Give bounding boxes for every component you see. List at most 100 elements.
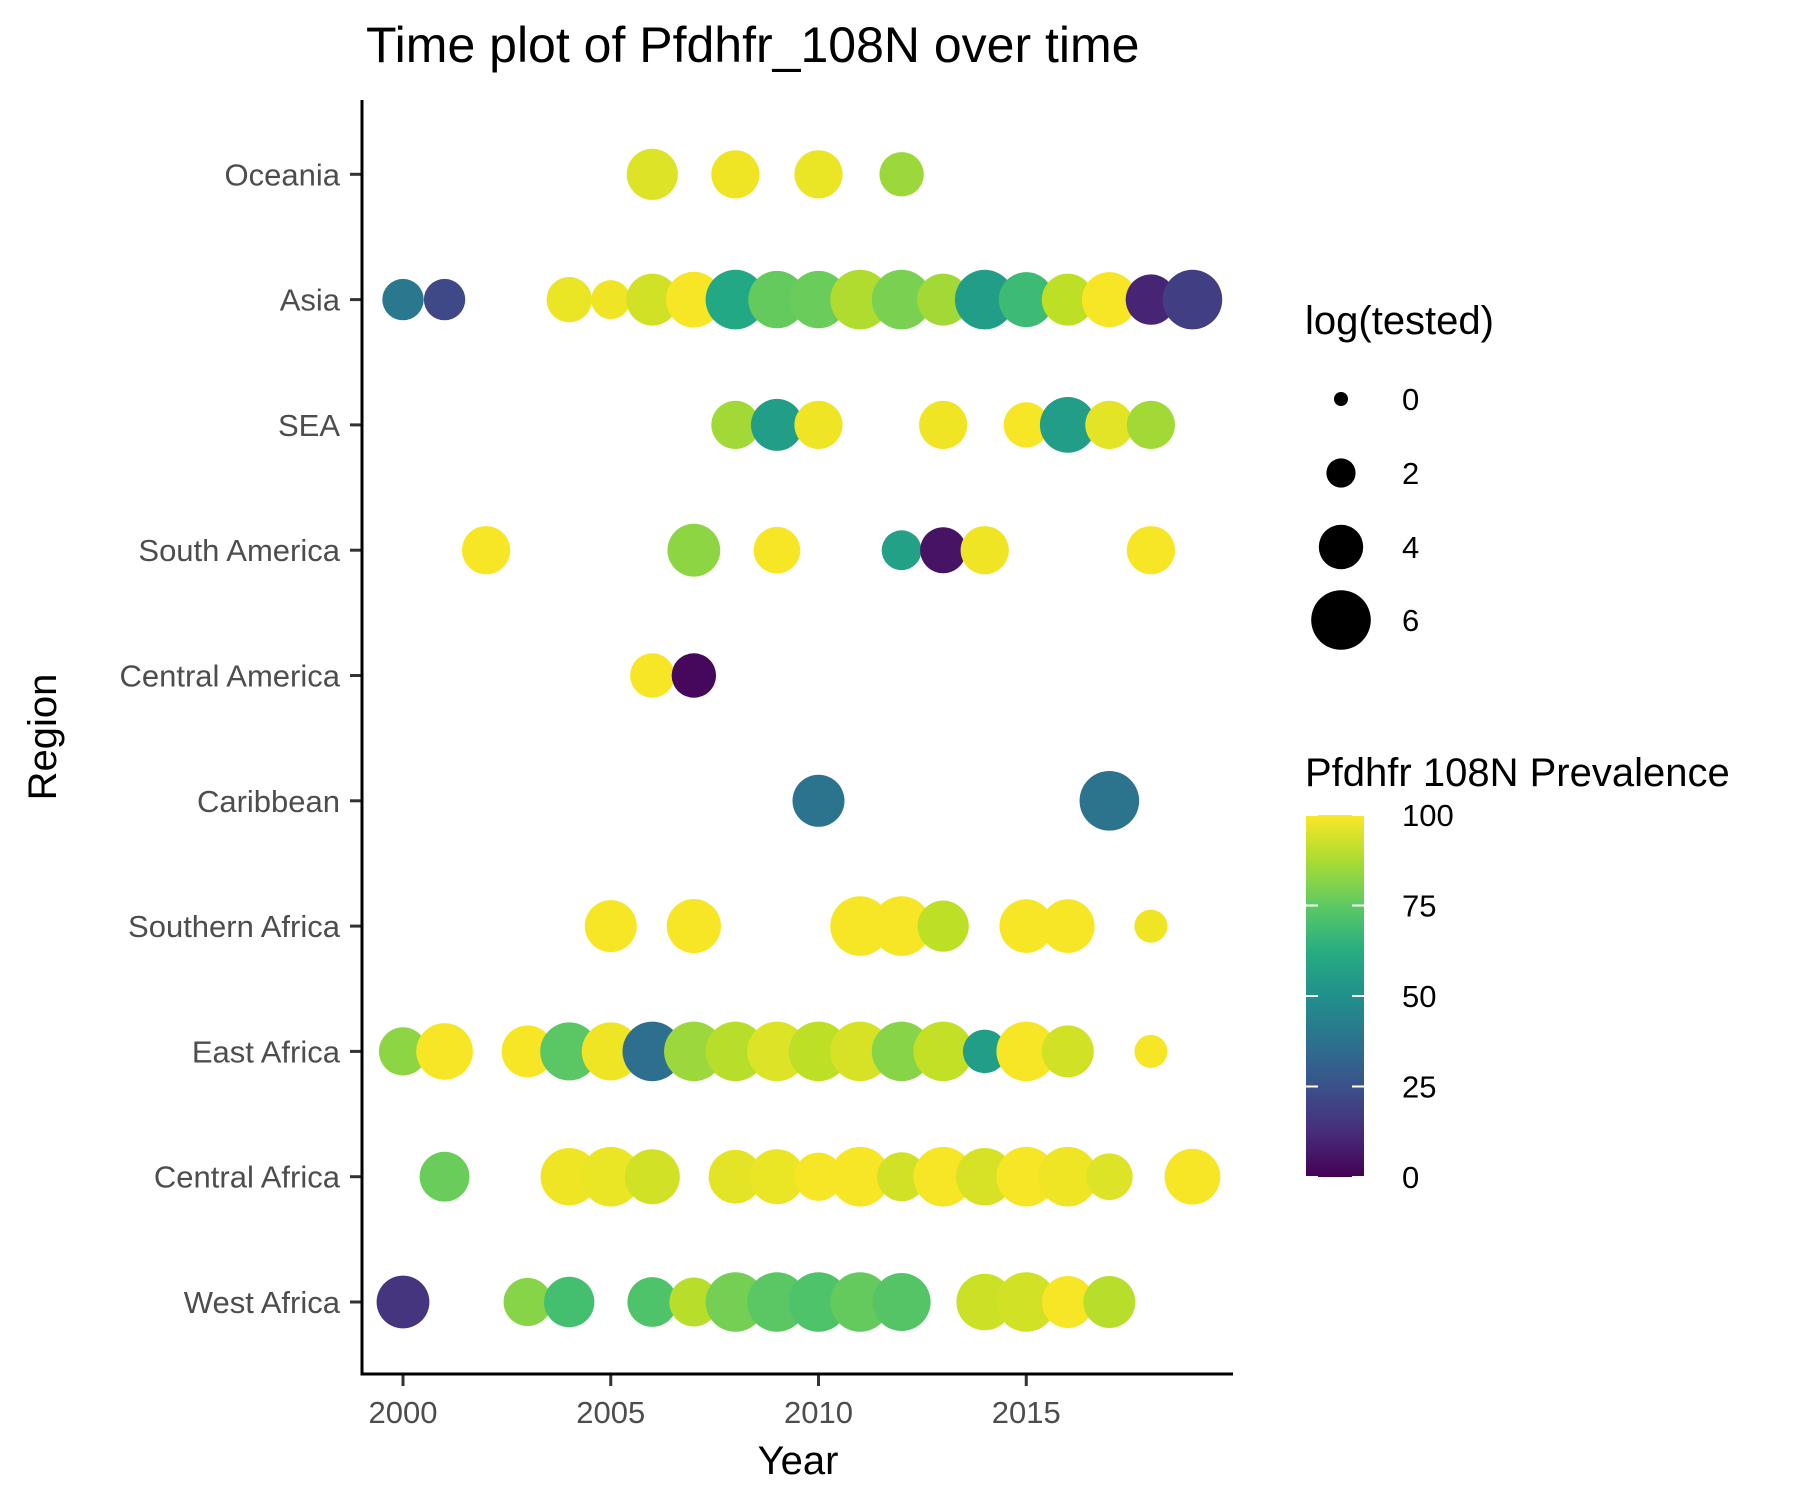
data-point	[382, 278, 424, 321]
colorbar-label: 25	[1402, 1070, 1436, 1105]
y-axis: West Africa Central Africa East Africa Sout…	[119, 157, 362, 1320]
data-point	[1126, 526, 1175, 575]
x-tick-label: 2010	[784, 1395, 853, 1430]
data-point	[665, 271, 722, 328]
data-point	[996, 1146, 1057, 1207]
data-point	[1003, 402, 1049, 448]
data-point	[913, 1146, 973, 1207]
data-point	[540, 1022, 599, 1081]
x-tick-label: 2005	[576, 1395, 645, 1430]
data-point	[830, 1146, 890, 1207]
data-point	[419, 1151, 470, 1202]
data-point	[748, 270, 806, 329]
data-point	[1083, 1276, 1136, 1328]
data-point	[996, 1021, 1057, 1082]
data-point	[666, 899, 721, 954]
y-tick-label: Central Africa	[154, 1160, 341, 1195]
data-point	[749, 1149, 805, 1205]
data-point	[544, 1276, 595, 1328]
colorbar-ticks: 0 25 50 75 100	[1306, 798, 1454, 1195]
data-point	[546, 277, 592, 323]
data-point	[711, 150, 760, 199]
data-point	[1125, 274, 1177, 325]
y-tick-label: Southern Africa	[128, 909, 341, 944]
y-tick-label: South America	[138, 533, 340, 568]
size-legend-label: 2	[1402, 456, 1419, 491]
colorbar-label: 50	[1402, 979, 1436, 1014]
data-point	[830, 896, 890, 956]
data-point	[789, 270, 848, 329]
data-point	[423, 278, 466, 321]
y-tick-label: Central America	[119, 659, 340, 694]
size-legend-label: 6	[1402, 603, 1419, 638]
data-point	[830, 1272, 890, 1332]
size-legend-key	[1326, 458, 1356, 488]
data-point	[1041, 273, 1094, 326]
data-point	[627, 1277, 678, 1327]
chart-title: Time plot of Pfdhfr_108N over time	[366, 17, 1140, 73]
data-point	[962, 1029, 1007, 1074]
y-tick-label: West Africa	[184, 1285, 341, 1320]
x-axis: 2000 2005 2010 2015	[369, 1374, 1061, 1430]
data-point	[1038, 1146, 1098, 1207]
data-point	[998, 272, 1054, 328]
data-point	[705, 269, 766, 330]
data-point	[956, 1273, 1013, 1331]
data-point	[872, 1273, 931, 1331]
data-point	[830, 269, 890, 330]
data-point	[871, 896, 932, 956]
data-point	[1039, 397, 1096, 453]
data-point	[705, 1272, 766, 1332]
data-point	[708, 1149, 763, 1204]
color-legend: Pfdhfr 108N Prevalence 0 25 50 75 100	[1305, 751, 1730, 1195]
data-point	[881, 530, 922, 571]
data-point	[879, 152, 924, 197]
data-point	[917, 273, 970, 326]
size-legend-key	[1311, 590, 1371, 650]
data-point	[954, 269, 1015, 330]
data-point	[584, 900, 637, 953]
data-point	[669, 1277, 719, 1327]
data-points	[376, 148, 1223, 1332]
y-tick-label: SEA	[278, 408, 340, 443]
size-legend-label: 0	[1402, 382, 1419, 417]
data-point	[581, 1022, 640, 1081]
data-point	[996, 1272, 1057, 1332]
x-tick-label: 2015	[992, 1395, 1061, 1430]
data-point	[794, 400, 843, 449]
data-point	[747, 1272, 807, 1332]
data-point	[630, 653, 675, 698]
data-point	[1079, 771, 1140, 831]
data-point	[378, 1027, 428, 1076]
data-point	[1086, 1153, 1133, 1200]
data-point	[626, 273, 679, 326]
data-point	[503, 1277, 552, 1327]
y-axis-title: Region	[21, 674, 65, 801]
colorbar-label: 100	[1402, 798, 1454, 833]
data-point	[1081, 272, 1137, 328]
data-point	[913, 1021, 973, 1082]
data-point	[956, 1148, 1014, 1206]
colorbar-label: 0	[1402, 1160, 1419, 1195]
data-point	[540, 1148, 598, 1206]
data-point	[1085, 400, 1134, 449]
data-point	[1041, 1276, 1094, 1328]
data-point	[788, 1021, 849, 1082]
data-point	[624, 1149, 680, 1205]
data-point	[580, 1146, 641, 1207]
data-point	[919, 400, 968, 449]
data-point	[1134, 909, 1168, 943]
data-point	[1134, 1034, 1168, 1068]
data-point	[591, 280, 631, 320]
data-point	[1126, 400, 1175, 449]
data-point	[960, 526, 1009, 575]
data-point	[750, 398, 803, 451]
y-tick-label: Oceania	[225, 157, 341, 192]
data-point	[794, 1152, 843, 1201]
size-legend: log(tested) 0 2 4 6	[1305, 299, 1494, 650]
data-point	[753, 526, 801, 574]
data-point	[920, 527, 967, 574]
data-point	[462, 526, 511, 575]
data-point	[871, 269, 932, 330]
